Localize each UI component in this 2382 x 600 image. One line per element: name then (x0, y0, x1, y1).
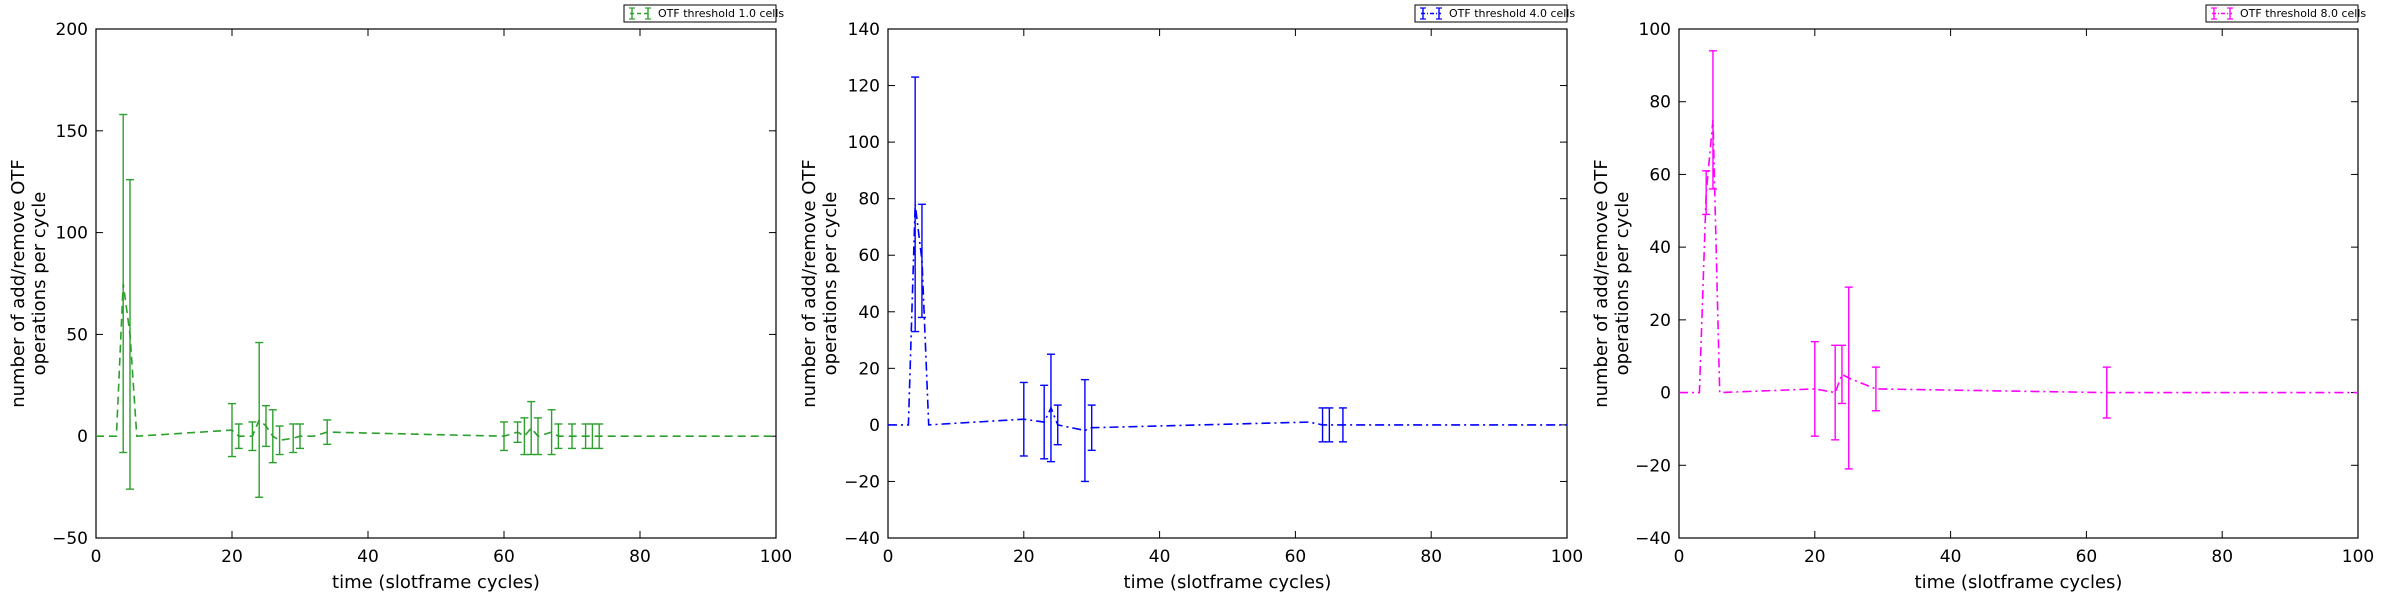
y-tick-label: 200 (56, 20, 88, 40)
x-tick-label: 20 (1804, 547, 1826, 567)
x-tick-label: 40 (1149, 547, 1171, 567)
y-axis-label-line: number of add/remove OTF (1591, 159, 1612, 408)
y-tick-label: 100 (56, 224, 88, 244)
y-tick-label: 60 (1649, 165, 1671, 185)
y-axis-label: number of add/remove OTFoperations per c… (1591, 159, 1633, 408)
x-tick-label: 80 (1420, 547, 1442, 567)
x-tick-label: 20 (1013, 547, 1035, 567)
y-tick-label: 0 (1660, 384, 1671, 404)
y-tick-label: 80 (858, 190, 880, 210)
series-line (1679, 119, 2358, 394)
x-tick-label: 0 (883, 547, 894, 567)
legend-label: OTF threshold 8.0 cells (2240, 7, 2366, 20)
series-line (888, 204, 1567, 432)
x-tick-label: 40 (1940, 547, 1962, 567)
y-tick-label: 0 (869, 416, 880, 436)
y-tick-label: −20 (1635, 456, 1671, 476)
y-tick-label: 100 (1639, 20, 1671, 40)
plot-frame (887, 28, 1568, 539)
legend-box (623, 4, 777, 23)
y-tick-label: −40 (844, 529, 880, 549)
y-tick-label: 140 (848, 20, 880, 40)
y-axis-label-line: operations per cycle (820, 192, 841, 376)
series-group (1679, 50, 2358, 470)
y-tick-label: −20 (844, 472, 880, 492)
chart-panel-2: 0 20 40 60 80 100 −40 −20 0 20 40 60 80 100 120 140 time… (799, 4, 1583, 593)
legend: OTF threshold 4.0 cells (1414, 4, 1575, 23)
y-tick-label: −50 (52, 529, 88, 549)
legend-box (1414, 4, 1568, 23)
y-tick-label: 50 (66, 325, 88, 345)
y-axis-label-line: number of add/remove OTF (8, 159, 29, 408)
x-tick-label: 60 (1285, 547, 1307, 567)
y-axis-label-line: operations per cycle (29, 192, 50, 376)
x-tick-label: 0 (1674, 547, 1685, 567)
x-axis-label: time (slotframe cycles) (1124, 572, 1332, 593)
x-tick-label: 0 (91, 547, 102, 567)
y-tick-label: 40 (1649, 238, 1671, 258)
x-axis-label: time (slotframe cycles) (1915, 572, 2123, 593)
y-tick-label: 80 (1649, 93, 1671, 113)
y-tick-label: 100 (848, 133, 880, 153)
plot-frame (1678, 28, 2359, 539)
y-tick-label: 150 (56, 122, 88, 142)
y-tick-label: 0 (77, 427, 88, 447)
x-tick-label: 20 (221, 547, 243, 567)
x-tick-label: 80 (629, 547, 651, 567)
chart-panel-3: 0 20 40 60 80 100 −40 −20 0 20 40 60 80 100 time (slot… (1591, 4, 2374, 593)
plot-frame (95, 28, 777, 539)
y-tick-label: −40 (1635, 529, 1671, 549)
legend-label: OTF threshold 1.0 cells (658, 7, 784, 20)
y-axis-label-line: number of add/remove OTF (799, 159, 820, 408)
y-axis-label-line: operations per cycle (1612, 192, 1633, 376)
y-axis-label: number of add/remove OTFoperations per c… (8, 159, 50, 408)
x-tick-label: 100 (1551, 547, 1583, 567)
x-tick-label: 80 (2211, 547, 2233, 567)
legend: OTF threshold 1.0 cells (623, 4, 784, 23)
y-tick-label: 20 (858, 359, 880, 379)
x-tick-label: 60 (493, 547, 515, 567)
x-tick-label: 40 (357, 547, 379, 567)
series-group (888, 76, 1567, 483)
y-tick-label: 20 (1649, 311, 1671, 331)
series-group (96, 113, 776, 498)
series-line (96, 283, 776, 442)
x-tick-label: 60 (2076, 547, 2098, 567)
x-tick-label: 100 (2342, 547, 2374, 567)
legend-box (2205, 4, 2359, 23)
x-axis-label: time (slotframe cycles) (332, 572, 540, 593)
y-tick-label: 40 (858, 303, 880, 323)
x-tick-label: 100 (760, 547, 792, 567)
y-tick-label: 60 (858, 246, 880, 266)
legend-label: OTF threshold 4.0 cells (1449, 7, 1575, 20)
y-axis-label: number of add/remove OTFoperations per c… (799, 159, 841, 408)
y-tick-label: 120 (848, 77, 880, 97)
legend: OTF threshold 8.0 cells (2205, 4, 2366, 23)
